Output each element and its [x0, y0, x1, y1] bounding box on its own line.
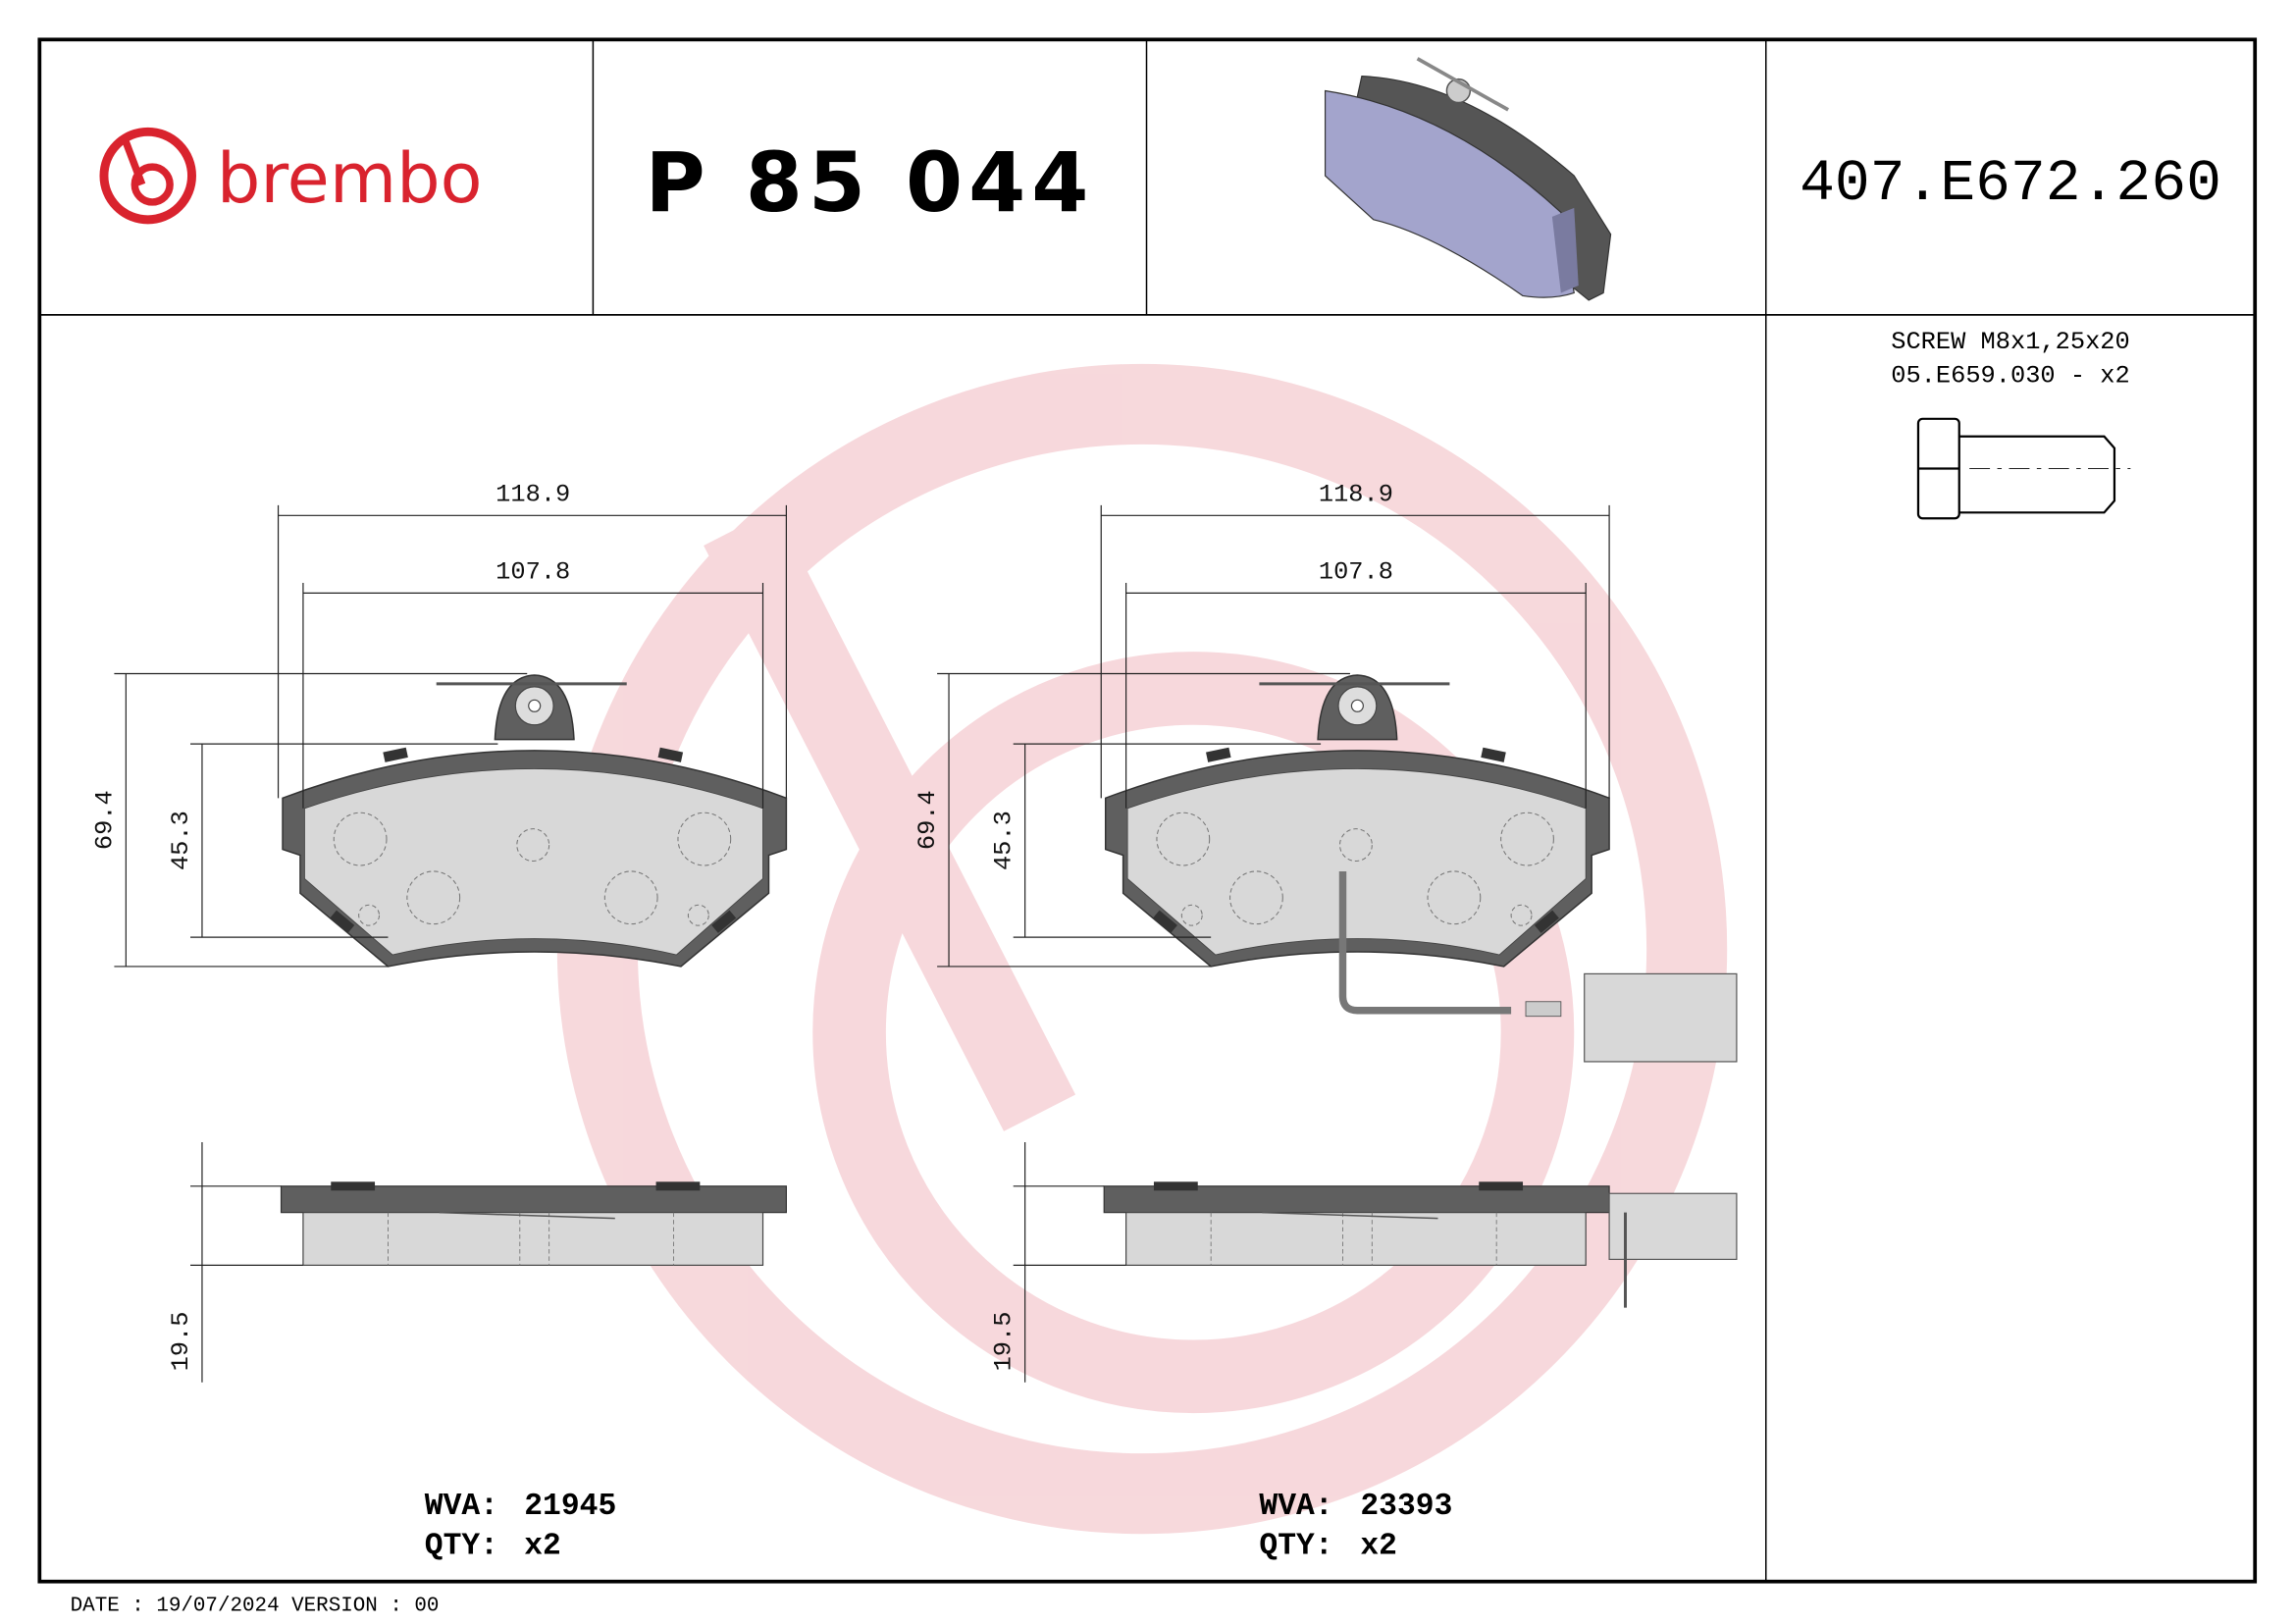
dimension-friction-width: 107.8 [496, 557, 570, 586]
accessory-code: 05.E659.030 - x2 [1891, 361, 2130, 390]
dimension-overall-height: 69.4 [90, 790, 119, 850]
variant-left: WVA: 21945 QTY: x2 [425, 1490, 616, 1563]
screw-icon [1916, 417, 2131, 520]
wva-number: 21945 [524, 1490, 616, 1524]
qty-value: x2 [524, 1529, 561, 1563]
dimension-friction-height: 45.3 [167, 811, 195, 870]
brembo-logo-icon [99, 127, 196, 225]
dimension-overall-width: 118.9 [1319, 480, 1393, 508]
dimension-friction-height: 45.3 [990, 811, 1018, 870]
pad-front-view-right [1104, 673, 1738, 1063]
dimension-thickness: 19.5 [167, 1312, 195, 1372]
part-number: P 85 044 [646, 134, 1095, 231]
pad-side-view-left [280, 1180, 788, 1267]
wva-number: 23393 [1360, 1490, 1452, 1524]
pad-side-view-right [1103, 1180, 1738, 1308]
wva-label: WVA: [425, 1490, 498, 1524]
brembo-logo: brembo [99, 127, 483, 225]
qty-label: QTY: [1259, 1529, 1332, 1563]
qty-value: x2 [1360, 1529, 1397, 1563]
pad-3d-render [1324, 57, 1612, 301]
reference-code: 407.E672.260 [1800, 150, 2221, 217]
wva-label: WVA: [1259, 1490, 1332, 1524]
pad-front-view-left [281, 673, 788, 969]
brand-name: brembo [217, 138, 483, 219]
dimension-friction-width: 107.8 [1319, 557, 1393, 586]
qty-label: QTY: [425, 1529, 498, 1563]
dimensions-right: 118.9 107.8 69.4 45.3 19.5 [913, 480, 1610, 1383]
footer-date-version: DATE : 19/07/2024 VERSION : 00 [71, 1596, 440, 1618]
dimension-thickness: 19.5 [990, 1312, 1018, 1372]
variant-right: WVA: 23393 QTY: x2 [1259, 1490, 1452, 1563]
dimension-overall-height: 69.4 [913, 790, 942, 850]
accessory-description: SCREW M8x1,25x20 [1891, 328, 2130, 356]
dimensions-left: 118.9 107.8 69.4 45.3 19.5 [90, 480, 787, 1383]
dimension-overall-width: 118.9 [496, 480, 570, 508]
